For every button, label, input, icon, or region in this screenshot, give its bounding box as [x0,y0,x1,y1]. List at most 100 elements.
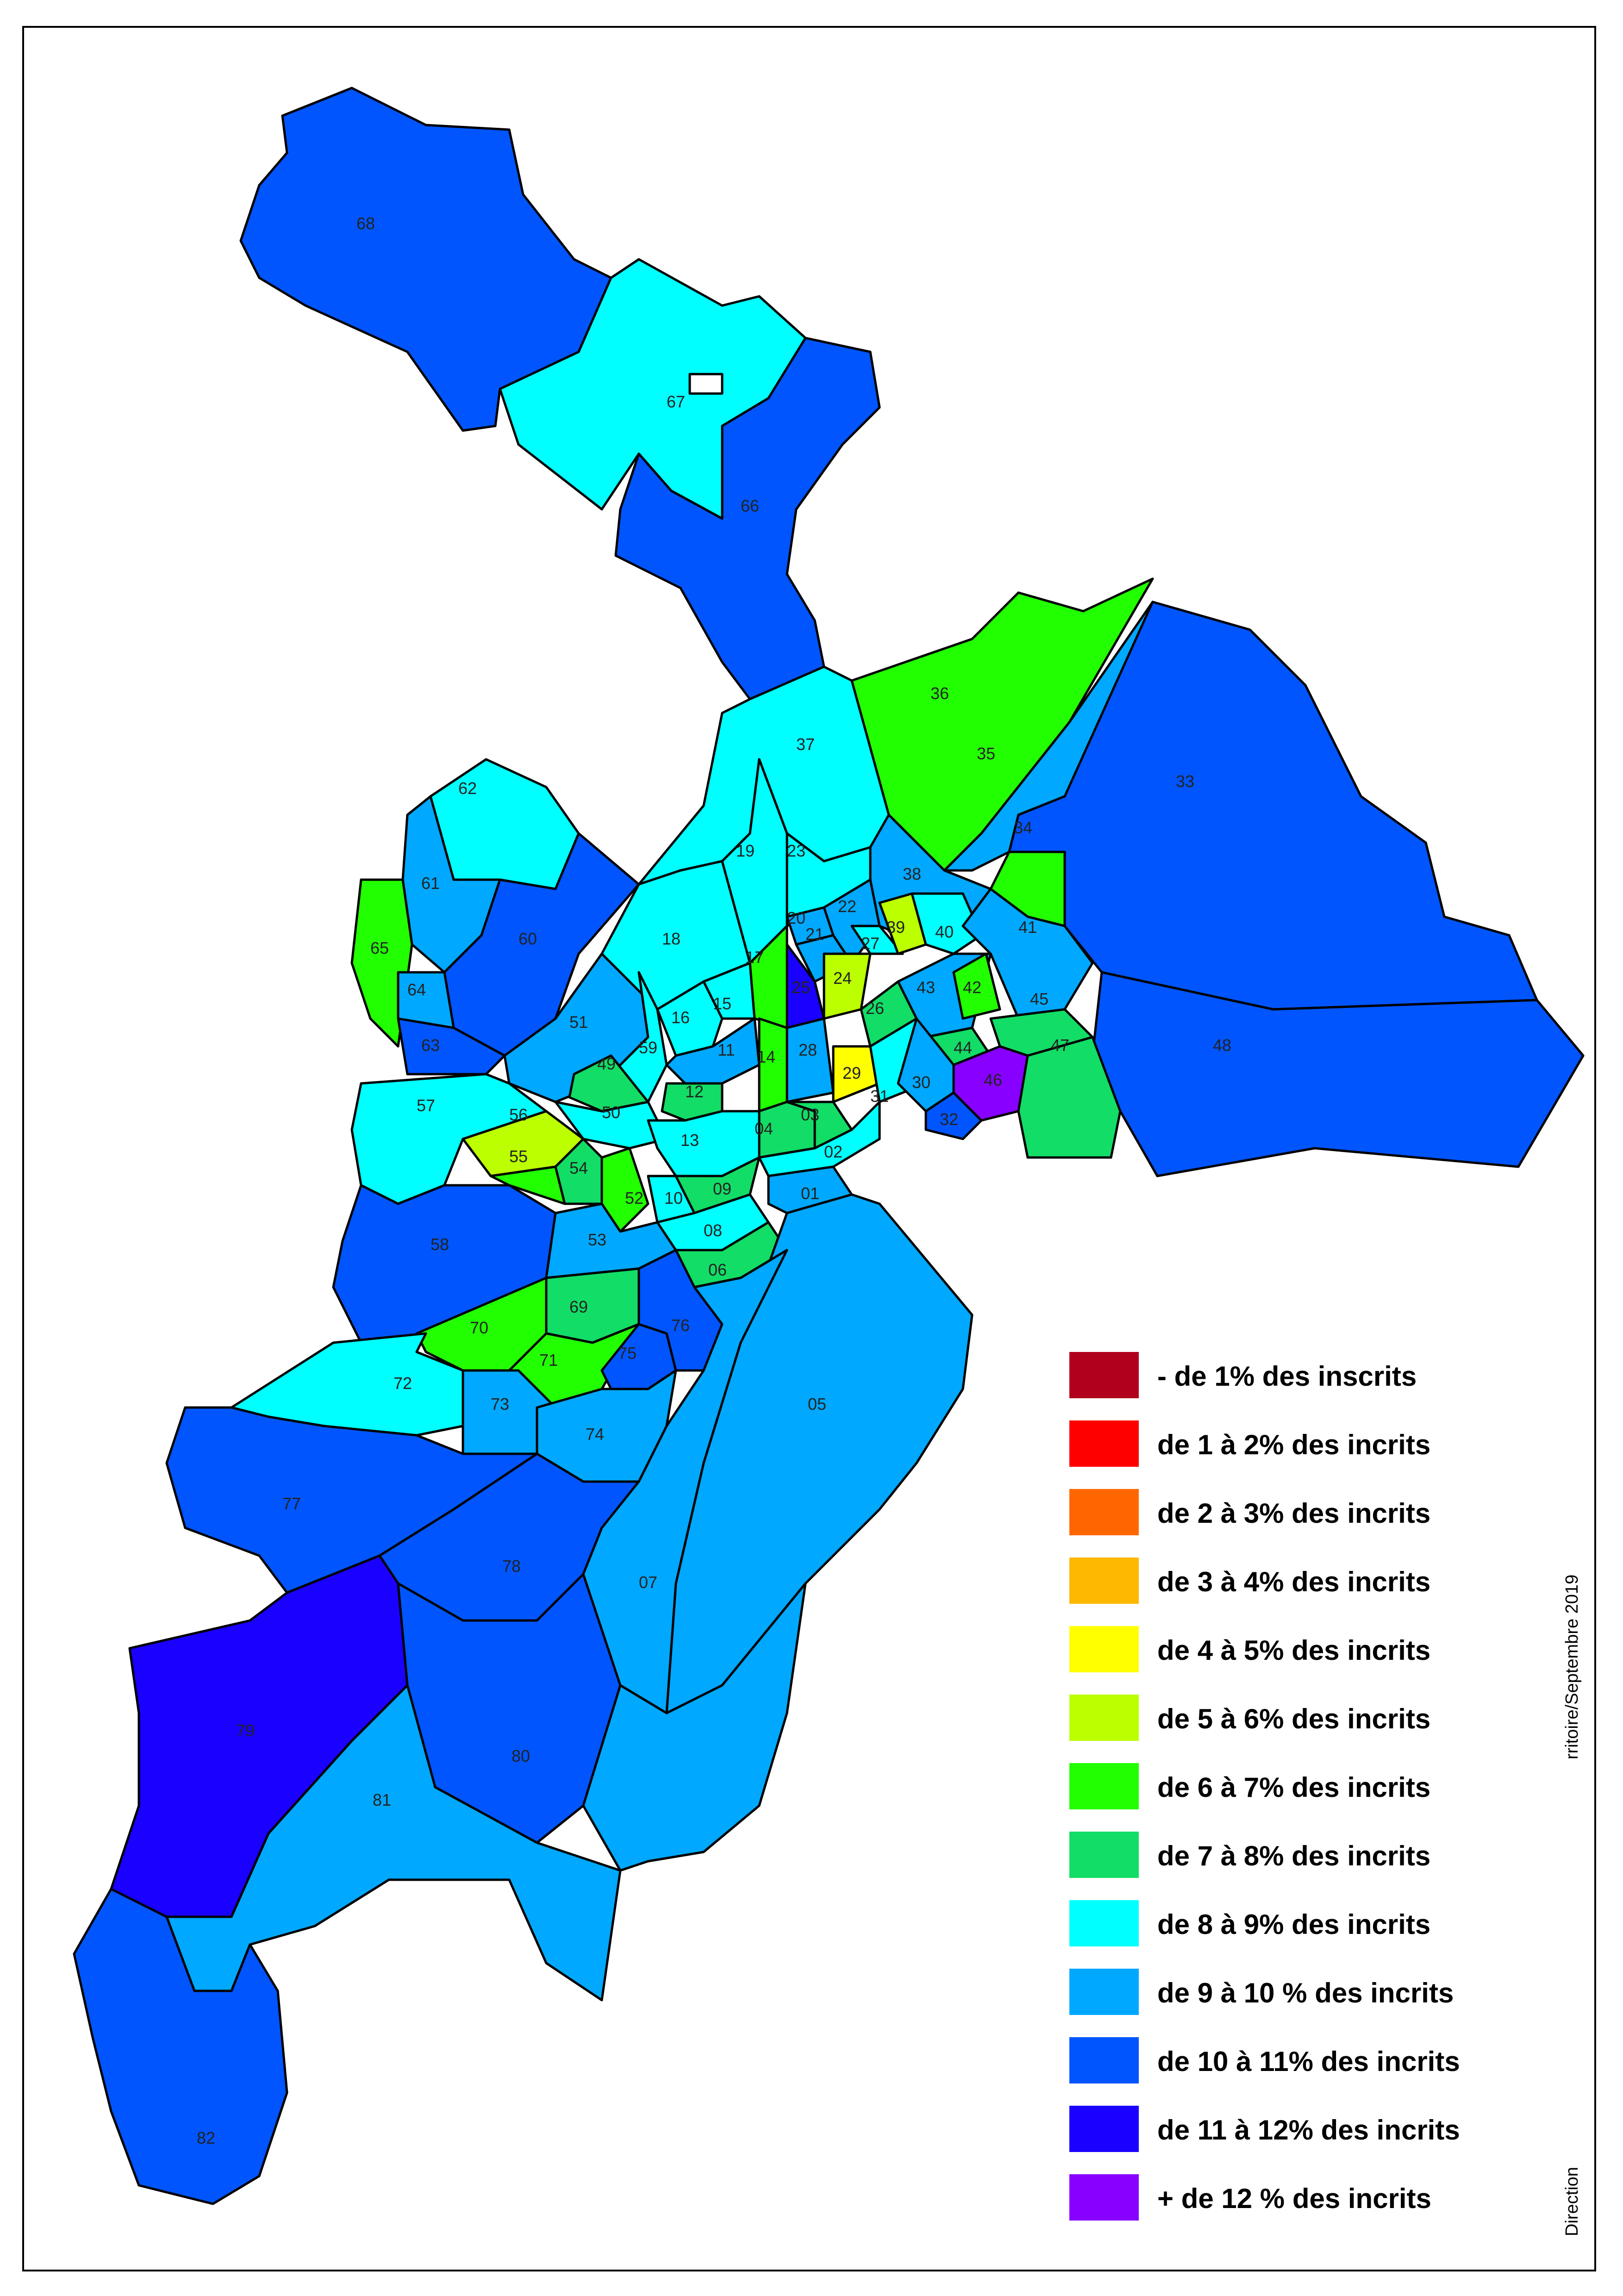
label-29: 29 [843,1064,861,1082]
district-63[interactable] [397,1017,506,1076]
label-38: 38 [903,864,921,883]
label-14: 14 [757,1047,775,1066]
label-06: 06 [708,1260,727,1279]
legend-label: de 2 à 3% des incrits [1157,1498,1431,1529]
district-32[interactable] [924,1091,983,1140]
label-10: 10 [664,1189,683,1207]
legend-label: de 8 à 9% des incrits [1157,1909,1431,1940]
legend-swatch [1069,1558,1139,1604]
legend-item: de 7 à 8% des incrits [1069,1832,1532,1883]
label-16: 16 [671,1008,690,1027]
legend-label: de 6 à 7% des incrits [1157,1772,1431,1803]
label-19: 19 [736,841,755,860]
label-71: 71 [539,1351,558,1370]
label-30: 30 [912,1073,930,1092]
label-65: 65 [370,938,389,957]
label-56: 56 [509,1105,528,1124]
district-47[interactable] [1017,1036,1122,1159]
legend-label: de 3 à 4% des incrits [1157,1566,1431,1597]
label-28: 28 [799,1040,817,1059]
label-13: 13 [680,1131,699,1150]
label-79: 79 [236,1721,255,1740]
district-68[interactable] [239,87,612,432]
label-32: 32 [940,1110,958,1129]
label-07: 07 [639,1573,657,1592]
label-63: 63 [421,1036,440,1055]
district-52[interactable] [600,1147,649,1233]
legend-swatch [1069,1489,1139,1535]
label-68: 68 [356,214,375,233]
district-82[interactable] [73,1888,288,2205]
label-67: 67 [667,392,685,411]
label-08: 08 [704,1221,722,1240]
district-16[interactable] [656,980,724,1057]
label-21: 21 [805,925,824,944]
district-40[interactable] [911,892,983,955]
label-60: 60 [518,929,537,948]
label-03: 03 [801,1105,819,1124]
legend-swatch [1069,2106,1139,2152]
label-20: 20 [787,908,805,927]
legend-label: de 5 à 6% des incrits [1157,1703,1431,1734]
label-53: 53 [588,1230,606,1249]
district-41[interactable] [961,888,1094,1020]
label-25: 25 [792,978,810,997]
district-62[interactable] [429,758,580,890]
label-69: 69 [569,1297,588,1316]
label-35: 35 [977,744,995,763]
label-34: 34 [1014,818,1032,837]
legend-item: de 2 à 3% des incrits [1069,1489,1532,1540]
legend-swatch [1069,2174,1139,2221]
legend-item: de 4 à 5% des incrits [1069,1626,1532,1677]
district-57[interactable] [350,1073,548,1205]
legend-swatch [1069,1969,1139,2015]
label-59: 59 [639,1038,657,1057]
label-61: 61 [421,874,440,893]
label-57: 57 [417,1096,435,1115]
district-28[interactable] [786,1017,835,1103]
label-33: 33 [1176,772,1194,791]
district-05b[interactable] [582,1582,807,1872]
legend-label: de 9 à 10 % des incrits [1157,1977,1454,2008]
legend-item: de 6 à 7% des incrits [1069,1763,1532,1814]
label-02: 02 [824,1142,843,1161]
label-62: 62 [458,779,477,798]
credit-text: rritoire/Septembre 2019 [1562,1574,1582,1759]
legend-label: de 11 à 12% des incrits [1157,2115,1460,2146]
legend-item: de 5 à 6% des incrits [1069,1695,1532,1745]
label-11: 11 [718,1040,735,1059]
legend-swatch [1069,1695,1139,1741]
label-52: 52 [625,1189,643,1207]
label-23: 23 [787,841,805,860]
label-73: 73 [491,1395,509,1414]
legend-item: de 3 à 4% des incrits [1069,1558,1532,1608]
legend-label: de 4 à 5% des incrits [1157,1635,1431,1666]
legend-swatch [1069,1900,1139,1946]
label-76: 76 [671,1316,690,1335]
legend-swatch [1069,1420,1139,1467]
label-77: 77 [282,1494,301,1513]
legend-item: de 1 à 2% des incrits [1069,1420,1532,1471]
label-09: 09 [713,1179,731,1198]
label-66: 66 [741,496,759,515]
label-31: 31 [870,1087,889,1106]
label-44: 44 [954,1038,972,1057]
label-55: 55 [509,1147,528,1166]
district-09[interactable] [674,1156,761,1214]
label-40: 40 [935,922,954,941]
label-01: 01 [801,1184,819,1203]
label-39: 39 [886,918,905,937]
legend-swatch [1069,1626,1139,1672]
district-27[interactable] [850,925,904,955]
legend-label: + de 12 % des incrits [1157,2183,1431,2214]
district-66[interactable] [614,337,881,701]
label-46: 46 [984,1070,1002,1089]
label-17: 17 [745,948,764,967]
legend-item: de 11 à 12% des incrits [1069,2106,1532,2157]
label-58: 58 [431,1235,449,1254]
district-42[interactable] [952,952,1001,1020]
label-43: 43 [917,978,935,997]
hole-67 [688,373,724,395]
legend-label: de 7 à 8% des incrits [1157,1840,1431,1871]
